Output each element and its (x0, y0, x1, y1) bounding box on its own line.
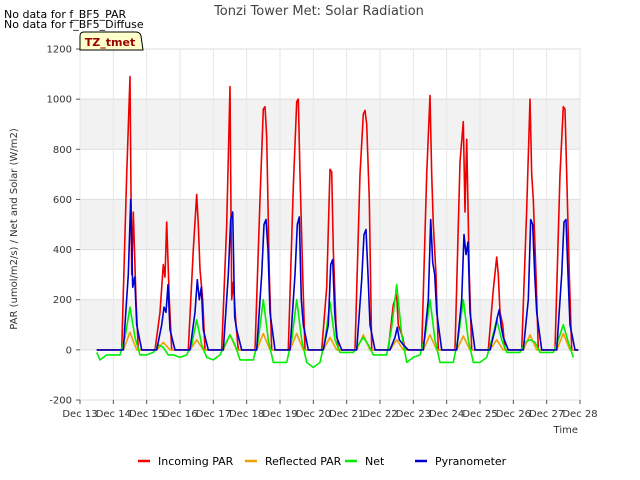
x-tick-label: Dec 19 (262, 409, 297, 420)
tz-label-text: TZ_tmet (85, 36, 135, 49)
legend: Incoming PAR Reflected PAR Net Pyranometer (138, 455, 507, 468)
x-tick-label: Dec 26 (496, 409, 531, 420)
x-tick-label: Dec 14 (96, 409, 131, 420)
x-tick-label: Dec 27 (529, 409, 564, 420)
x-tick-label: Dec 25 (462, 409, 497, 420)
x-tick-label: Dec 22 (362, 409, 397, 420)
x-axis-label: Time (553, 425, 578, 436)
legend-item-reflected-par: Reflected PAR (245, 455, 342, 468)
y-axis-label: PAR (umol/m2/s) / Net and Solar (W/m2) (9, 128, 20, 330)
no-data-message-2: No data for f_BF5_Diffuse (4, 18, 144, 31)
y-tick-label: 200 (53, 295, 72, 306)
x-tick-label: Dec 20 (296, 409, 331, 420)
legend-item-net: Net (345, 455, 385, 468)
legend-label: Net (365, 455, 385, 468)
y-tick-label: 0 (66, 345, 72, 356)
x-tick-label: Dec 15 (129, 409, 164, 420)
x-tick-label: Dec 23 (396, 409, 431, 420)
x-tick-label: Dec 28 (562, 409, 597, 420)
y-tick-label: 800 (53, 145, 72, 156)
gridlines (79, 48, 581, 401)
series-line-pyranometer (96, 198, 579, 351)
y-tick-label: 400 (53, 245, 72, 256)
no-data-message-1: No data for f_BF5_PAR (4, 8, 127, 21)
background-bands (80, 99, 580, 350)
chart-title: Tonzi Tower Met: Solar Radiation (213, 4, 424, 19)
y-tick-label: 600 (53, 195, 72, 206)
legend-item-incoming-par: Incoming PAR (138, 455, 234, 468)
background-band (80, 199, 580, 250)
x-tick-label: Dec 24 (429, 409, 464, 420)
y-tick-label: -200 (49, 396, 72, 407)
legend-label: Reflected PAR (265, 455, 342, 468)
background-band (80, 99, 580, 150)
x-tick-label: Dec 16 (162, 409, 197, 420)
x-tick-label: Dec 13 (62, 409, 97, 420)
x-tick-label: Dec 21 (329, 409, 364, 420)
y-tick-label: 1000 (47, 95, 72, 106)
legend-item-pyranometer: Pyranometer (415, 455, 507, 468)
y-tick-label: 1200 (47, 45, 72, 56)
legend-label: Pyranometer (435, 455, 507, 468)
tz-label-badge: TZ_tmet (79, 31, 144, 51)
legend-label: Incoming PAR (158, 455, 234, 468)
x-tick-label: Dec 17 (196, 409, 231, 420)
series-layer (95, 75, 579, 369)
x-tick-label: Dec 18 (229, 409, 264, 420)
